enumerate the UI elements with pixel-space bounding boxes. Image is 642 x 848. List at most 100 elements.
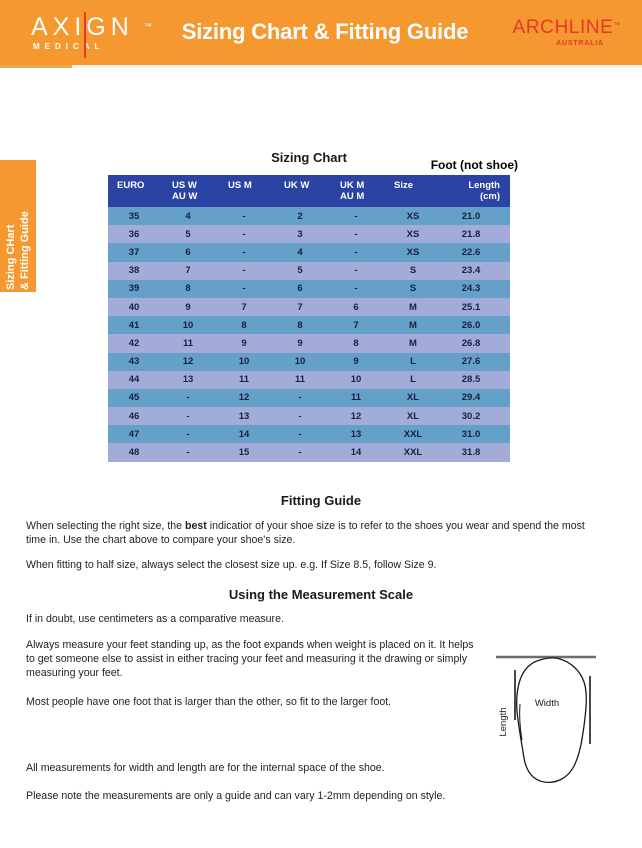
sizing-chart-caption: Sizing Chart (271, 150, 347, 165)
foot-not-shoe-note: Foot (not shoe) (430, 158, 518, 172)
fitting-guide-heading: Fitting Guide (280, 493, 362, 508)
table-row: 42 11 9 9 8 M 26.8 (108, 334, 510, 353)
table-row: 39 8-6- S 24.3 (108, 279, 510, 298)
table-cell: 21.8 (442, 225, 510, 244)
table-cell: 11 (328, 388, 384, 408)
table-cell: S (384, 279, 442, 298)
table-column-header-line1: US W (172, 180, 197, 191)
table-cell: - (216, 279, 272, 298)
table-column-header: UK M AU M (328, 175, 384, 207)
table-cell: - (216, 243, 272, 262)
table-cell: M (384, 334, 442, 353)
table-cell: 13 (160, 370, 216, 389)
table-column-header: US M (216, 175, 272, 207)
table-cell: 9 (160, 297, 216, 317)
table-cell: 29.4 (442, 388, 510, 408)
axign-logo-name: AXIGN (31, 13, 134, 41)
table-cell: XXL (384, 425, 442, 444)
table-column-header: Size (384, 175, 442, 207)
table-cell: 28.5 (442, 370, 510, 389)
table-cell: 12 (216, 388, 272, 408)
table-cell: - (272, 443, 328, 462)
table-cell: 30.2 (442, 407, 510, 426)
table-cell: 8 (160, 279, 216, 298)
foot-diagram-width-label: Width (535, 698, 559, 709)
axign-medical-logo: AXIGN ™ MEDICAL (28, 12, 152, 58)
table-cell: 13 (328, 425, 384, 444)
table-cell: 5 (272, 261, 328, 280)
axign-logo-wordmark: AXIGN ™ (28, 13, 152, 41)
table-head: EURO US W AU W US M UK W UK M AU M Size Length (c… (108, 175, 510, 207)
table-cell: 7 (272, 297, 328, 317)
table-cell: 8 (328, 334, 384, 353)
side-tab-label: Sizing CHart & Fitting Guide (5, 211, 31, 290)
table-row: 43 12 10 10 9 L 27.6 (108, 352, 510, 371)
table-cell: - (160, 443, 216, 462)
table-cell: L (384, 370, 442, 389)
table-cell: 7 (216, 297, 272, 317)
table-row: 36 5-3- XS 21.8 (108, 225, 510, 244)
table-row: 35 4-2- XS 21.0 (108, 207, 510, 226)
header-underline-accent (0, 65, 72, 68)
table-cell: 21.0 (442, 207, 510, 226)
table-cell: 7 (328, 316, 384, 335)
table-cell: L (384, 352, 442, 371)
table-cell: 11 (160, 334, 216, 353)
foot-outline-shape (516, 657, 587, 784)
table-cell: - (328, 243, 384, 262)
archline-logo: ARCHLINE ™ AUSTRALIA (508, 18, 621, 52)
table-row: 47-14-13 XXL 31.0 (108, 425, 510, 444)
table-cell: - (328, 279, 384, 298)
table-cell: 27.6 (442, 352, 510, 371)
table-cell: 39 (108, 279, 160, 298)
table-cell: XL (384, 407, 442, 426)
table-cell: - (216, 225, 272, 244)
header-underline (0, 65, 642, 68)
table-column-header-line2: AU M (340, 191, 365, 202)
table-cell: 38 (108, 261, 160, 280)
table-cell: 25.1 (442, 297, 510, 317)
table-cell: 9 (328, 352, 384, 371)
table-column-header-line1: Length (468, 180, 500, 191)
table-cell: 13 (216, 407, 272, 426)
table-cell: 46 (108, 407, 160, 426)
table-cell: 4 (160, 207, 216, 226)
table-cell: - (272, 425, 328, 444)
table-cell: 7 (160, 261, 216, 280)
measurement-paragraph-3: Most people have one foot that is larger… (26, 696, 392, 708)
table-cell: XS (384, 243, 442, 262)
table-header-row: EURO US W AU W US M UK W UK M AU M Size Length (c… (108, 175, 510, 207)
table-cell: 12 (160, 352, 216, 371)
trademark-icon: ™ (144, 22, 152, 31)
page-title: Sizing Chart & Fitting Guide (181, 19, 469, 44)
table-cell: 10 (328, 370, 384, 389)
table-cell: 9 (272, 334, 328, 353)
table-row: 41 10 8 8 7 M 26.0 (108, 316, 510, 335)
table-cell: XS (384, 225, 442, 244)
measurement-paragraph-1: If in doubt, use centimeters as a compar… (26, 613, 284, 625)
trademark-icon: ™ (613, 22, 621, 29)
table-cell: 26.8 (442, 334, 510, 353)
table-column-header-line1: UK W (284, 180, 310, 191)
table-cell: 31.0 (442, 425, 510, 444)
side-tab: Sizing CHart & Fitting Guide (0, 160, 36, 292)
axign-logo-subtitle: MEDICAL (33, 42, 105, 51)
table-cell: 6 (160, 243, 216, 262)
table-cell: M (384, 297, 442, 317)
table-cell: 2 (272, 207, 328, 226)
table-cell: 4 (272, 243, 328, 262)
table-cell: 3 (272, 225, 328, 244)
table-cell: 41 (108, 316, 160, 335)
table-cell: 5 (160, 225, 216, 244)
table-cell: 24.3 (442, 279, 510, 298)
table-row: 37 6-4- XS 22.6 (108, 243, 510, 262)
table-cell: XXL (384, 443, 442, 462)
table-column-header-line1: US M (228, 180, 252, 191)
table-cell: 48 (108, 443, 160, 462)
foot-measurement-diagram: Width Length (496, 655, 596, 784)
table-cell: 22.6 (442, 243, 510, 262)
table-column-header-line2: AU W (172, 191, 198, 202)
measurement-paragraph-4: All measurements for width and length ar… (26, 762, 385, 774)
table-cell: - (328, 225, 384, 244)
table-cell: - (272, 407, 328, 426)
